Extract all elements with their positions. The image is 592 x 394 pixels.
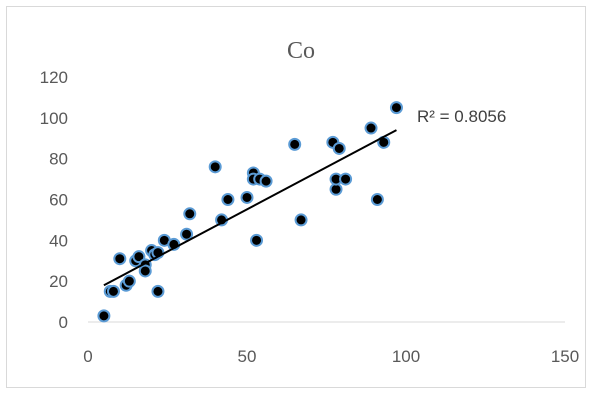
data-point	[180, 227, 194, 241]
x-tick-label: 150	[551, 347, 579, 366]
y-tick-label: 80	[49, 150, 68, 169]
data-point	[151, 284, 165, 298]
trendline	[103, 129, 397, 287]
data-point	[240, 190, 254, 204]
data-point	[294, 213, 308, 227]
data-point	[339, 172, 353, 186]
r-squared-label: R² = 0.8056	[417, 107, 506, 126]
data-point	[208, 160, 222, 174]
x-tick-label: 100	[392, 347, 420, 366]
x-axis-tick-labels: 0 50 100 150	[83, 347, 579, 366]
data-point	[288, 137, 302, 151]
x-tick-label: 0	[83, 347, 92, 366]
data-point	[97, 309, 111, 323]
data-points	[97, 101, 403, 323]
y-tick-label: 20	[49, 272, 68, 291]
y-tick-label: 40	[49, 231, 68, 250]
data-point	[364, 121, 378, 135]
scatter-chart: Co 0 20 40 60 80 100 120 0 50 100 150 R² = 0.8056	[40, 38, 580, 366]
y-tick-label: 120	[40, 68, 68, 87]
y-tick-label: 0	[59, 313, 68, 332]
y-tick-label: 100	[40, 109, 68, 128]
y-axis-tick-labels: 0 20 40 60 80 100 120	[40, 68, 68, 332]
data-point	[370, 193, 384, 206]
data-point	[183, 207, 197, 221]
data-point	[221, 193, 235, 206]
data-point	[389, 101, 403, 115]
data-point	[138, 264, 152, 278]
data-point	[132, 250, 146, 264]
x-tick-label: 50	[238, 347, 257, 366]
data-point	[332, 141, 346, 155]
data-point	[259, 174, 273, 188]
data-point	[113, 252, 127, 266]
data-point	[250, 233, 264, 247]
data-point	[106, 284, 120, 298]
y-tick-label: 60	[49, 191, 68, 210]
chart-title: Co	[287, 38, 315, 64]
chart-frame: Co 0 20 40 60 80 100 120 0 50 100 150 R² = 0.8056	[6, 6, 586, 388]
data-point	[122, 274, 136, 288]
